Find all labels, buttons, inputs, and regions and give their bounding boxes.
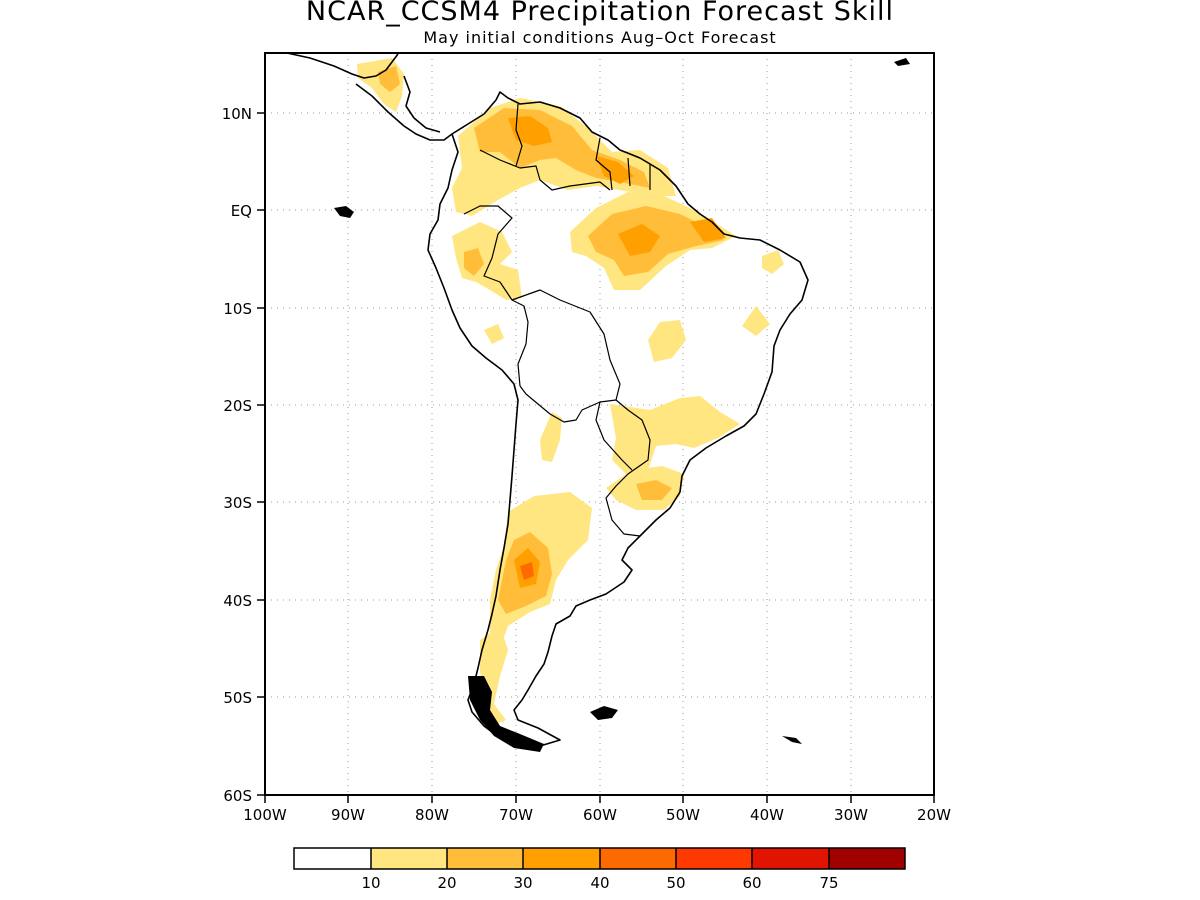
colorbar-swatch-1 (371, 848, 447, 869)
skill-region-central-america-core (378, 66, 400, 92)
lat-label-30s: 30S (223, 494, 252, 512)
colorbar-swatch-3 (523, 848, 600, 869)
coastlines (286, 52, 809, 747)
lon-label-30w: 30W (834, 806, 868, 824)
colorbar-labels: 10 20 30 40 50 60 75 (361, 874, 838, 892)
lon-label-60w: 60W (583, 806, 617, 824)
skill-region-guyana-peak (596, 156, 634, 184)
longitude-labels: 100W 90W 80W 70W 60W 50W 40W 30W 20W (243, 806, 951, 824)
skill-region-northeast-brazil (762, 250, 784, 274)
island-caribbean (894, 58, 910, 66)
skill-region-northwest-amazon-core (464, 248, 484, 276)
colorbar-label-75: 75 (819, 874, 838, 892)
colorbar-label-60: 60 (742, 874, 761, 892)
skill-region-central-argentina-max (520, 562, 534, 580)
skill-shading (357, 58, 784, 724)
colorbar-label-40: 40 (590, 874, 609, 892)
colorbar-swatch-6 (752, 848, 829, 869)
lat-label-eq: EQ (231, 202, 252, 220)
colorbar-label-50: 50 (666, 874, 685, 892)
colorbar-swatch-7 (829, 848, 905, 869)
lon-label-40w: 40W (750, 806, 784, 824)
lon-label-100w: 100W (243, 806, 287, 824)
islands (334, 58, 910, 752)
map-gridlines (265, 53, 934, 795)
island-tierra-del-fuego (468, 676, 544, 752)
lat-label-10s: 10S (223, 300, 252, 318)
skill-region-uruguay-core (636, 480, 672, 500)
lon-label-90w: 90W (331, 806, 365, 824)
colorbar: 10 20 30 40 50 60 75 (293, 847, 906, 892)
island-falklands (590, 706, 618, 720)
island-south-georgia (782, 736, 802, 744)
colorbar-swatch-0 (294, 848, 371, 869)
skill-region-northwest-amazon (452, 222, 522, 300)
colorbar-outline (293, 847, 906, 870)
lon-label-70w: 70W (499, 806, 533, 824)
skill-region-southern-brazil (610, 396, 740, 476)
latitude-ticks (257, 112, 265, 796)
lon-label-80w: 80W (415, 806, 449, 824)
coastline-south-america (427, 91, 809, 747)
skill-region-bahia (742, 306, 770, 336)
skill-region-amazon-delta-peak (690, 218, 726, 242)
colorbar-swatch-5 (676, 848, 752, 869)
chart-subtitle: May initial conditions Aug–Oct Forecast (423, 28, 777, 47)
lon-label-20w: 20W (917, 806, 951, 824)
longitude-ticks (264, 795, 935, 803)
skill-region-northern-argentina (540, 412, 562, 462)
island-galapagos (334, 206, 354, 218)
country-borders (463, 103, 651, 537)
lon-label-50w: 50W (666, 806, 700, 824)
skill-region-central-amazon-peak (618, 224, 660, 256)
lat-label-50s: 50S (223, 689, 252, 707)
lat-label-60s: 60S (223, 787, 252, 805)
lat-label-10n: 10N (222, 105, 252, 123)
chart-title: NCAR_CCSM4 Precipitation Forecast Skill (305, 0, 895, 27)
coastline-central-america (286, 52, 453, 141)
skill-region-peru-spot (484, 324, 504, 344)
latitude-labels: 10N EQ 10S 20S 30S 40S 50S 60S (222, 105, 252, 805)
colorbar-label-20: 20 (437, 874, 456, 892)
colorbar-swatch-4 (600, 848, 676, 869)
skill-region-central-brazil (648, 320, 686, 362)
lat-label-20s: 20S (223, 397, 252, 415)
colorbar-label-10: 10 (361, 874, 380, 892)
colorbar-swatch-2 (447, 848, 523, 869)
lat-label-40s: 40S (223, 592, 252, 610)
colorbar-label-30: 30 (513, 874, 532, 892)
